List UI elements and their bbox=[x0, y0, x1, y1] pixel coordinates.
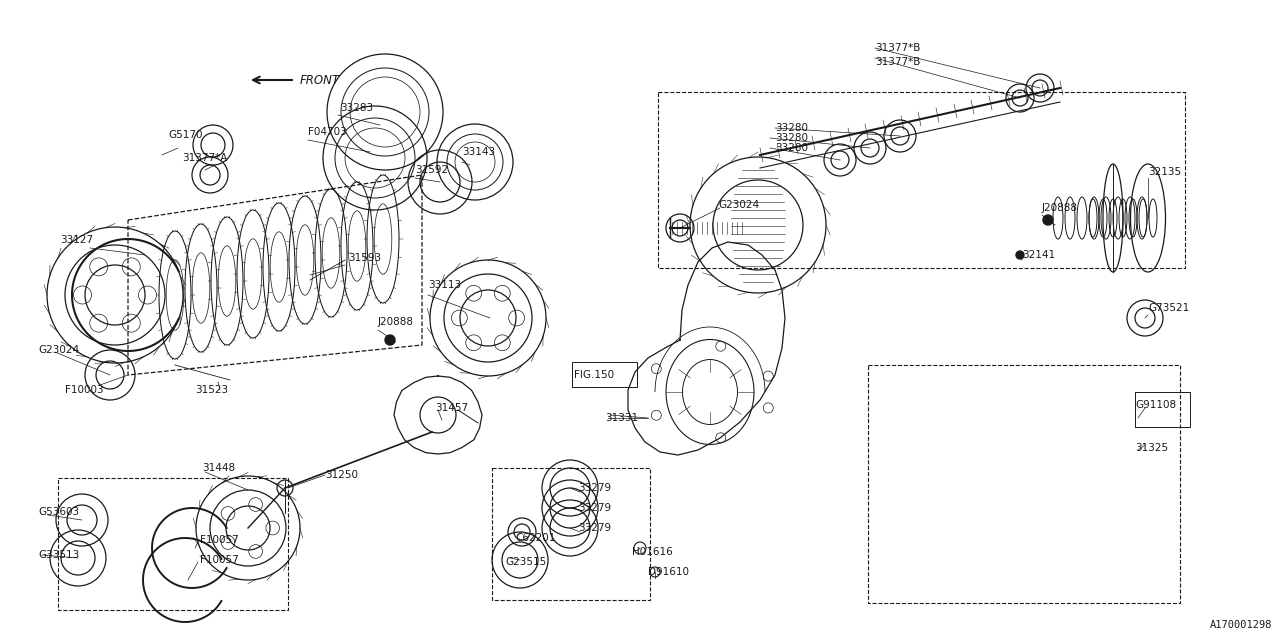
Text: 33280: 33280 bbox=[774, 143, 808, 153]
Bar bbox=[1135, 392, 1190, 427]
Text: 31325: 31325 bbox=[1135, 443, 1169, 453]
Circle shape bbox=[1016, 251, 1024, 259]
Text: 33279: 33279 bbox=[579, 483, 611, 493]
Text: 31592: 31592 bbox=[415, 165, 448, 175]
Bar bbox=[868, 365, 1180, 603]
Text: 31448: 31448 bbox=[202, 463, 236, 473]
Text: 33127: 33127 bbox=[60, 235, 93, 245]
Text: F10057: F10057 bbox=[200, 535, 239, 545]
Text: 31377*B: 31377*B bbox=[876, 43, 920, 53]
Text: J20888: J20888 bbox=[378, 317, 413, 327]
Text: F10057: F10057 bbox=[200, 555, 239, 565]
Bar bbox=[492, 468, 650, 600]
Text: 33113: 33113 bbox=[428, 280, 461, 290]
Text: 31457: 31457 bbox=[435, 403, 468, 413]
Text: H01616: H01616 bbox=[632, 547, 673, 557]
Text: 31331: 31331 bbox=[605, 413, 639, 423]
Text: G33513: G33513 bbox=[38, 550, 79, 560]
Text: D91610: D91610 bbox=[648, 567, 689, 577]
Text: F04703: F04703 bbox=[308, 127, 347, 137]
Circle shape bbox=[385, 335, 396, 345]
Text: 33280: 33280 bbox=[774, 133, 808, 143]
Text: G53603: G53603 bbox=[38, 507, 79, 517]
Bar bbox=[572, 362, 637, 387]
Text: 32135: 32135 bbox=[1148, 167, 1181, 177]
Text: 31593: 31593 bbox=[348, 253, 381, 263]
Text: 33143: 33143 bbox=[462, 147, 495, 157]
Text: 33280: 33280 bbox=[774, 123, 808, 133]
Text: G23024: G23024 bbox=[38, 345, 79, 355]
Text: FIG.150: FIG.150 bbox=[573, 370, 614, 380]
Text: F10003: F10003 bbox=[65, 385, 104, 395]
Text: 33279: 33279 bbox=[579, 523, 611, 533]
Text: 33279: 33279 bbox=[579, 503, 611, 513]
Text: G23024: G23024 bbox=[718, 200, 759, 210]
Text: G91108: G91108 bbox=[1135, 400, 1176, 410]
Text: G73521: G73521 bbox=[1148, 303, 1189, 313]
Text: FRONT: FRONT bbox=[300, 74, 340, 86]
Text: A170001298: A170001298 bbox=[1210, 620, 1272, 630]
Text: 32141: 32141 bbox=[1021, 250, 1055, 260]
Text: G5170: G5170 bbox=[168, 130, 202, 140]
Text: 33283: 33283 bbox=[340, 103, 374, 113]
Text: J20888: J20888 bbox=[1042, 203, 1078, 213]
Text: G23515: G23515 bbox=[506, 557, 547, 567]
Text: 31250: 31250 bbox=[325, 470, 358, 480]
Text: 31377*B: 31377*B bbox=[876, 57, 920, 67]
Text: 31523: 31523 bbox=[195, 385, 228, 395]
Text: 31377*A: 31377*A bbox=[182, 153, 228, 163]
Circle shape bbox=[1043, 215, 1053, 225]
Text: C62201: C62201 bbox=[515, 533, 556, 543]
